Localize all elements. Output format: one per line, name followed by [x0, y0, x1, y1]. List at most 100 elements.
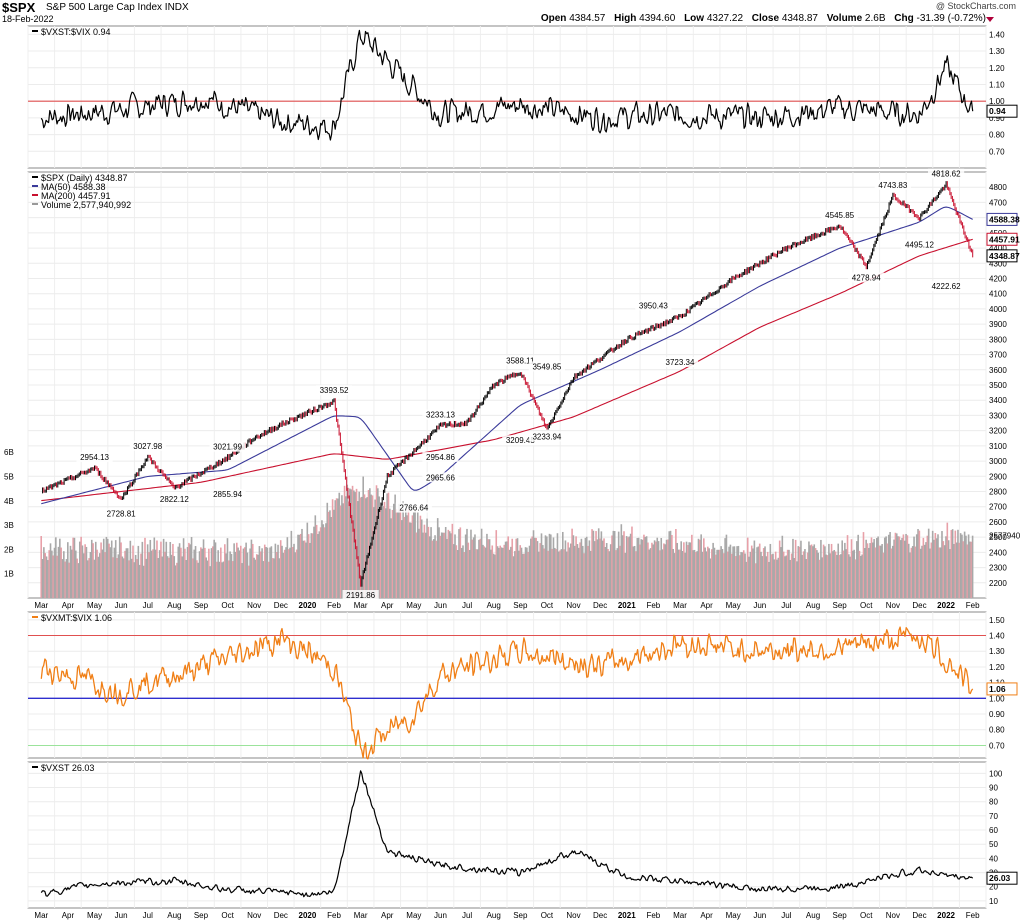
volume-bar — [176, 562, 178, 598]
volume-bar — [158, 550, 161, 598]
volume-bar — [887, 534, 890, 598]
volume-bar — [152, 549, 154, 598]
volume-bar — [315, 524, 318, 598]
volume-bar — [331, 499, 334, 598]
x-axis-month-label: Oct — [221, 601, 234, 610]
volume-bar — [459, 527, 462, 598]
volume-bar — [228, 560, 230, 598]
price-annotation-bg — [901, 239, 938, 250]
volume-bar — [209, 566, 211, 598]
ma50-last-value-box — [986, 212, 1018, 226]
volume-bar — [683, 542, 685, 598]
volume-bar — [77, 563, 80, 598]
volume-bar — [383, 501, 386, 598]
volume-bar — [75, 550, 77, 598]
volume-bar — [285, 547, 287, 598]
volume-bar — [672, 549, 675, 598]
vxst-y-tick-label: 20 — [989, 883, 998, 892]
ratio1-legend-swatch — [32, 30, 38, 32]
volume-bar — [927, 528, 930, 598]
volume-bar — [675, 529, 677, 598]
volume-bar — [357, 501, 359, 598]
volume-bar — [930, 542, 933, 598]
x-axis-month-label: Jun — [434, 601, 447, 610]
volume-bar — [616, 548, 619, 598]
volume-bar — [447, 529, 450, 598]
x-axis-month-label-bottom: Sep — [833, 911, 848, 920]
price-annotation: 4545.85 — [825, 211, 854, 220]
volume-bar — [464, 534, 467, 598]
volume-bar — [148, 552, 150, 598]
volume-bar — [407, 509, 410, 598]
volume-bar — [479, 538, 482, 598]
volume-bar — [554, 547, 556, 598]
volume-bar — [353, 490, 355, 598]
volume-bar — [560, 549, 563, 598]
volume-bar — [102, 538, 105, 598]
price-legend-entry: MA(200) 4457.91 — [41, 191, 111, 201]
x-axis-month-label: Jul — [462, 601, 472, 610]
down-arrow-icon — [986, 17, 994, 22]
volume-bar — [563, 549, 565, 598]
volume-bar — [434, 535, 436, 598]
volume-bar — [416, 512, 419, 598]
volume-bar — [862, 532, 865, 598]
volume-bar — [915, 534, 918, 598]
volume-bar — [257, 554, 259, 598]
volume-tick-label: 1B — [4, 570, 14, 579]
volume-bar — [677, 549, 680, 598]
volume-bar — [492, 553, 495, 598]
price-annotation-bg — [422, 472, 459, 483]
volume-bar — [438, 527, 440, 598]
ratio2-y-tick-label: 0.70 — [989, 741, 1005, 750]
volume-bar — [80, 536, 82, 598]
volume-bar — [61, 559, 64, 598]
volume-bar — [898, 536, 901, 598]
volume-bar — [593, 541, 596, 598]
volume-bar — [136, 559, 138, 598]
price-annotation-bg — [103, 508, 140, 519]
volume-bar — [576, 544, 579, 598]
volume-bar — [475, 549, 478, 598]
volume-bar — [544, 535, 547, 598]
volume-bar — [408, 522, 411, 598]
volume-bar — [950, 530, 953, 598]
volume-bar — [428, 536, 431, 598]
volume-bar — [431, 540, 434, 598]
volume-bar — [937, 534, 939, 598]
volume-bar — [395, 509, 398, 598]
volume-bar — [923, 544, 926, 598]
volume-bar — [84, 544, 86, 598]
volume-bar — [295, 549, 298, 598]
volume-bar — [373, 507, 375, 598]
volume-bar — [173, 556, 176, 598]
volume-bar — [379, 509, 382, 598]
volume-bar — [854, 559, 857, 598]
volume-bar — [92, 543, 94, 598]
volume-bar — [196, 560, 198, 598]
volume-bar — [220, 547, 222, 598]
volume-bar — [516, 538, 519, 598]
volume-bar — [524, 547, 527, 598]
volume-bar — [852, 550, 854, 598]
volume-bar — [330, 516, 333, 598]
volume-bar — [965, 535, 967, 598]
volume-bar — [341, 495, 343, 598]
volume-bar — [113, 547, 116, 598]
volume-bar — [628, 536, 631, 598]
volume-bar — [613, 531, 616, 598]
x-axis-month-label-bottom: Mar — [673, 911, 687, 920]
volume-bar — [245, 542, 247, 598]
volume-bar — [833, 549, 836, 598]
volume-bar — [222, 561, 225, 598]
volume-bar — [814, 548, 817, 598]
volume-bar — [631, 526, 633, 598]
volume-bar — [766, 551, 769, 598]
ratio2-y-tick-label: 1.30 — [989, 647, 1005, 656]
volume-bar — [275, 552, 278, 598]
volume-bar — [797, 546, 800, 598]
x-axis-month-label-bottom: Oct — [221, 911, 234, 920]
volume-bar — [798, 546, 801, 598]
volume-bar — [532, 530, 535, 598]
